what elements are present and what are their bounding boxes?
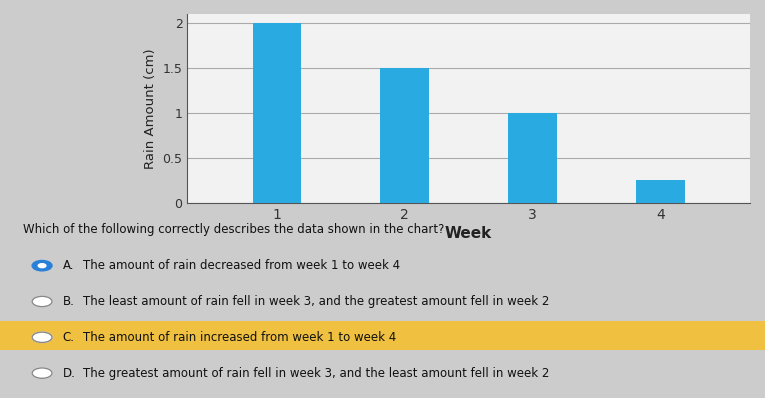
Text: The amount of rain increased from week 1 to week 4: The amount of rain increased from week 1… [83,331,396,344]
Bar [252,23,301,203]
Bar [380,68,429,203]
Text: A.: A. [63,259,74,272]
Text: The greatest amount of rain fell in week 3, and the least amount fell in week 2: The greatest amount of rain fell in week… [83,367,549,380]
Text: C.: C. [63,331,75,344]
Text: The least amount of rain fell in week 3, and the greatest amount fell in week 2: The least amount of rain fell in week 3,… [83,295,549,308]
Text: Which of the following correctly describes the data shown in the chart?: Which of the following correctly describ… [23,223,444,236]
X-axis label: Week: Week [445,226,492,241]
Text: The amount of rain decreased from week 1 to week 4: The amount of rain decreased from week 1… [83,259,400,272]
Bar [508,113,557,203]
Text: B.: B. [63,295,75,308]
Text: D.: D. [63,367,76,380]
Y-axis label: Rain Amount (cm): Rain Amount (cm) [144,48,157,169]
Bar [636,180,685,203]
